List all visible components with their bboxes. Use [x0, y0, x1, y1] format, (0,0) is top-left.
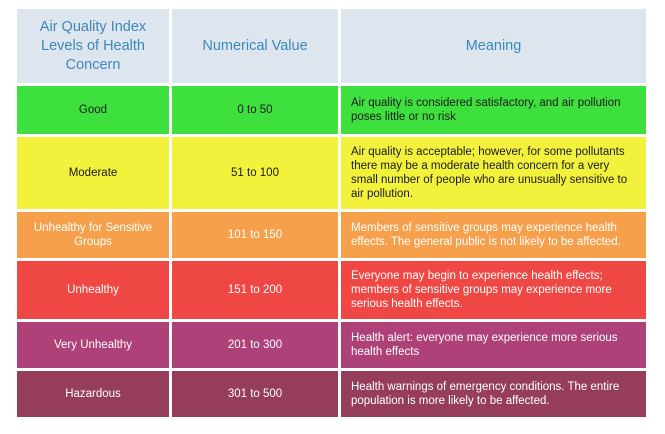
value-cell: 301 to 500 — [172, 371, 338, 417]
header-level: Air Quality Index Levels of Health Conce… — [17, 9, 169, 83]
meaning-cell: Air quality is acceptable; however, for … — [341, 137, 646, 209]
meaning-cell: Members of sensitive groups may experien… — [341, 212, 646, 258]
meaning-cell: Everyone may begin to experience health … — [341, 261, 646, 319]
aqi-levels-table: Air Quality Index Levels of Health Conce… — [14, 6, 649, 420]
level-cell: Very Unhealthy — [17, 322, 169, 368]
aqi-row-sensitive: Unhealthy for Sensitive Groups 101 to 15… — [17, 212, 646, 258]
header-meaning: Meaning — [341, 9, 646, 83]
level-cell: Unhealthy for Sensitive Groups — [17, 212, 169, 258]
aqi-row-good: Good 0 to 50 Air quality is considered s… — [17, 86, 646, 134]
value-cell: 101 to 150 — [172, 212, 338, 258]
level-cell: Unhealthy — [17, 261, 169, 319]
aqi-row-moderate: Moderate 51 to 100 Air quality is accept… — [17, 137, 646, 209]
value-cell: 51 to 100 — [172, 137, 338, 209]
meaning-cell: Health warnings of emergency conditions.… — [341, 371, 646, 417]
aqi-row-very-unhealthy: Very Unhealthy 201 to 300 Health alert: … — [17, 322, 646, 368]
level-cell: Good — [17, 86, 169, 134]
value-cell: 151 to 200 — [172, 261, 338, 319]
value-cell: 0 to 50 — [172, 86, 338, 134]
header-value: Numerical Value — [172, 9, 338, 83]
meaning-cell: Health alert: everyone may experience mo… — [341, 322, 646, 368]
aqi-row-hazardous: Hazardous 301 to 500 Health warnings of … — [17, 371, 646, 417]
level-cell: Hazardous — [17, 371, 169, 417]
header-row: Air Quality Index Levels of Health Conce… — [17, 9, 646, 83]
meaning-cell: Air quality is considered satisfactory, … — [341, 86, 646, 134]
aqi-row-unhealthy: Unhealthy 151 to 200 Everyone may begin … — [17, 261, 646, 319]
level-cell: Moderate — [17, 137, 169, 209]
value-cell: 201 to 300 — [172, 322, 338, 368]
